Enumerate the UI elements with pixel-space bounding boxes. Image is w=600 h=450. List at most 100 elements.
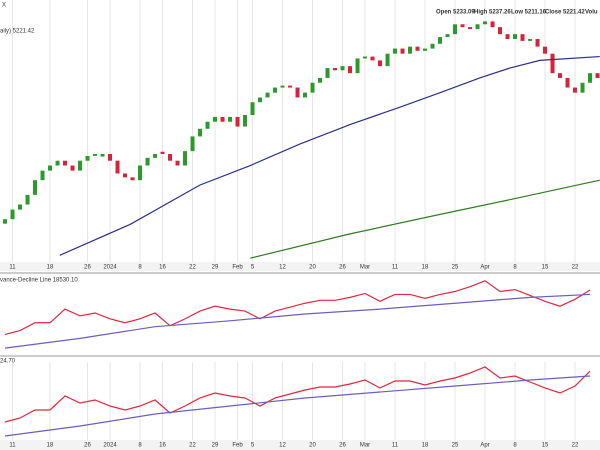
x-tick-label: 26 <box>339 443 346 449</box>
x-tick-label: 16 <box>159 265 166 271</box>
candle-body <box>460 24 465 28</box>
candle-body <box>10 209 15 220</box>
candle-body <box>565 77 570 88</box>
candle-body <box>153 154 158 158</box>
candle-body <box>528 38 533 41</box>
candle-body <box>190 136 195 152</box>
x-tick-label: 8 <box>138 443 142 449</box>
candle-body <box>370 56 375 61</box>
candle-body <box>363 56 368 59</box>
candle-body <box>498 27 503 35</box>
candle-body <box>430 43 435 49</box>
marks <box>3 21 600 437</box>
x-tick-label: 2024 <box>103 443 117 449</box>
x-tick-label: 22 <box>572 265 579 271</box>
candle-body <box>580 82 585 93</box>
candle-body <box>273 87 278 93</box>
candle-body <box>78 160 83 171</box>
candle-body <box>55 160 60 166</box>
candle-body <box>558 73 563 78</box>
x-tick-label: 16 <box>159 443 166 449</box>
candle-body <box>258 97 263 103</box>
candle-body <box>318 77 323 83</box>
candle-body <box>265 92 270 98</box>
x-tick-label: 11 <box>9 265 16 271</box>
candle-body <box>175 160 180 166</box>
x-tick-label: 15 <box>542 443 549 449</box>
x-tick-label: 11 <box>9 443 16 449</box>
candle-body <box>198 128 203 137</box>
header-high: High 5237.26 <box>474 10 511 16</box>
candle-body <box>85 155 90 161</box>
x-tick-label: 25 <box>452 265 459 271</box>
candle-body <box>483 21 488 25</box>
date-strip <box>0 440 600 450</box>
candle-body <box>280 85 285 88</box>
x-tick-label: Feb <box>232 265 243 271</box>
candle-body <box>378 60 383 67</box>
candle-body <box>250 102 255 116</box>
x-tick-label: 22 <box>189 443 196 449</box>
candle-body <box>535 38 540 47</box>
candle-body <box>243 115 248 127</box>
candle-body <box>108 154 113 161</box>
candle-body <box>513 34 518 39</box>
candle-body <box>453 24 458 35</box>
x-tick-label: 15 <box>542 265 549 271</box>
candle-body <box>520 34 525 41</box>
grid <box>12 0 576 440</box>
candle-body <box>333 68 338 71</box>
candle-body <box>310 82 315 93</box>
candle-body <box>588 73 593 83</box>
candle-body <box>228 116 233 122</box>
candle-body <box>235 116 240 127</box>
candle-body <box>168 154 173 161</box>
candle-body <box>543 46 548 54</box>
candle-body <box>325 68 330 78</box>
x-tick-label: 26 <box>339 265 346 271</box>
series-line <box>4 375 591 437</box>
x-tick-label: 18 <box>47 443 54 449</box>
candle-body <box>213 116 218 122</box>
symbol-title: X <box>2 3 6 9</box>
series-line <box>4 293 591 349</box>
series-line <box>250 179 600 259</box>
candle-body <box>438 37 443 44</box>
candle-body <box>123 173 128 178</box>
date-strip <box>0 262 600 271</box>
x-tick-label: 29 <box>212 443 219 449</box>
candle-body <box>93 154 98 156</box>
price-label: aily) 5221.42 <box>0 29 35 35</box>
x-tick-label: 5 <box>251 443 255 449</box>
header-open: Open 5233.09 <box>436 10 475 16</box>
x-tick-label: 20 <box>309 265 316 271</box>
x-tick-label: 5 <box>251 265 255 271</box>
panel-label: 24.70 <box>0 359 16 365</box>
panel-label: vance-Decline Line 18530.10 <box>0 278 78 284</box>
header-close: Close 5221.42 <box>545 10 585 16</box>
x-tick-label: Feb <box>232 443 243 449</box>
x-tick-label: 26 <box>84 265 91 271</box>
candle-body <box>205 121 210 129</box>
candle-body <box>348 66 353 74</box>
x-tick-label: 12 <box>279 443 286 449</box>
candle-body <box>100 154 105 157</box>
x-tick-label: 11 <box>392 265 399 271</box>
candle-body <box>355 58 360 74</box>
candle-body <box>393 48 398 54</box>
candle-body <box>415 46 420 51</box>
x-tick-label: 18 <box>422 265 429 271</box>
candle-body <box>130 177 135 181</box>
x-tick-label: Mar <box>360 443 370 449</box>
candle-body <box>48 165 53 171</box>
candle-body <box>220 116 225 122</box>
x-tick-label: 29 <box>212 265 219 271</box>
x-tick-label: 11 <box>392 443 399 449</box>
candle-body <box>70 165 75 171</box>
x-tick-label: 18 <box>422 443 429 449</box>
candle-body <box>573 87 578 93</box>
candle-body <box>475 24 480 30</box>
candle-body <box>408 46 413 54</box>
